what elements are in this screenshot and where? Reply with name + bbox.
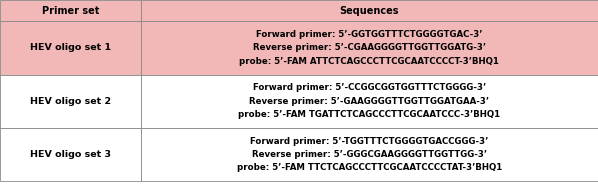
Bar (0, 128, 141, 181)
Text: Reverse primer: 5’-GAAGGGGTTGGTTGGATGAA-3’: Reverse primer: 5’-GAAGGGGTTGGTTGGATGAA-… (249, 97, 489, 106)
Text: Forward primer: 5’-CCGGCGGTGGTTTCTGGGG-3’: Forward primer: 5’-CCGGCGGTGGTTTCTGGGG-3… (252, 83, 486, 92)
Bar (141, 75, 598, 128)
Bar (141, 128, 598, 181)
Text: probe: 5’-FAM TGATTCTCAGCCCTTCGCAATCCC-3’BHQ1: probe: 5’-FAM TGATTCTCAGCCCTTCGCAATCCC-3… (238, 110, 501, 119)
Text: Reverse primer: 5’-CGAAGGGGTTGGTTGGATG-3’: Reverse primer: 5’-CGAAGGGGTTGGTTGGATG-3… (253, 43, 486, 52)
Text: probe: 5’-FAM TTCTCAGCCCTTCGCAATCCCCTAT-3’BHQ1: probe: 5’-FAM TTCTCAGCCCTTCGCAATCCCCTAT-… (237, 164, 502, 172)
Bar (141, 21, 598, 75)
Text: Forward primer: 5’-GGTGGTTTCTGGGGTGAC-3’: Forward primer: 5’-GGTGGTTTCTGGGGTGAC-3’ (256, 30, 483, 39)
Bar (0, 0, 141, 21)
Text: Primer set: Primer set (42, 6, 99, 16)
Text: probe: 5’-FAM ATTCTCAGCCCTTCGCAATCCCCT-3’BHQ1: probe: 5’-FAM ATTCTCAGCCCTTCGCAATCCCCT-3… (239, 57, 499, 66)
Text: HEV oligo set 2: HEV oligo set 2 (30, 97, 111, 106)
Text: Reverse primer: 5’-GGGCGAAGGGGTTGGTTGG-3’: Reverse primer: 5’-GGGCGAAGGGGTTGGTTGG-3… (252, 150, 487, 159)
Bar (141, 0, 598, 21)
Text: HEV oligo set 1: HEV oligo set 1 (30, 43, 111, 52)
Text: Forward primer: 5’-TGGTTTCTGGGGTGACCGGG-3’: Forward primer: 5’-TGGTTTCTGGGGTGACCGGG-… (250, 137, 489, 146)
Bar (0, 75, 141, 128)
Text: Sequences: Sequences (340, 6, 399, 16)
Text: HEV oligo set 3: HEV oligo set 3 (30, 150, 111, 159)
Bar (0, 21, 141, 75)
